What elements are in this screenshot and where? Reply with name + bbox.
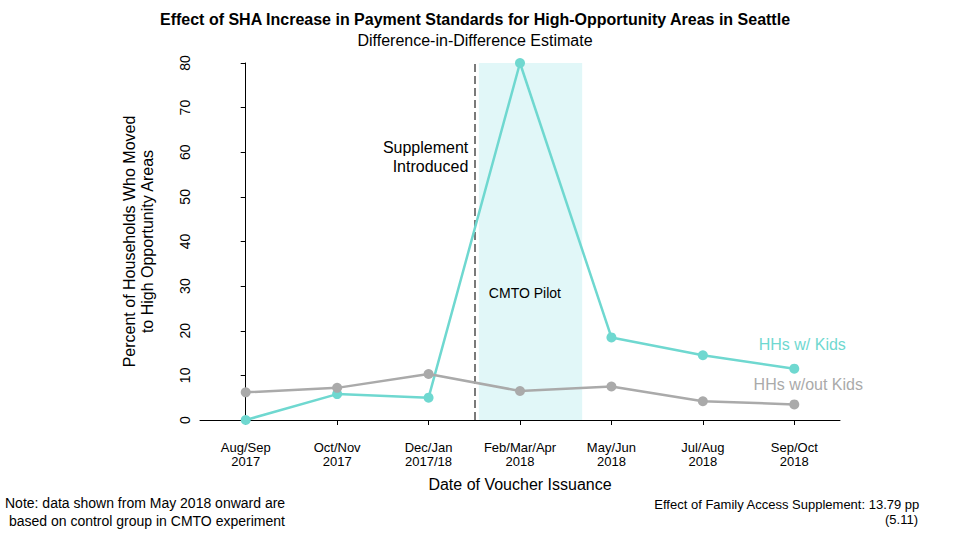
- svg-text:2017/18: 2017/18: [405, 454, 452, 469]
- svg-text:Effect of Family Access Supple: Effect of Family Access Supplement: 13.7…: [654, 497, 919, 512]
- svg-text:2018: 2018: [688, 454, 717, 469]
- svg-text:Effect of SHA Increase in Paym: Effect of SHA Increase in Payment Standa…: [160, 11, 790, 28]
- svg-text:to High Opportunity Areas: to High Opportunity Areas: [139, 150, 156, 333]
- svg-text:Aug/Sep: Aug/Sep: [221, 440, 271, 455]
- svg-text:10: 10: [177, 367, 193, 383]
- svg-text:Dec/Jan: Dec/Jan: [405, 440, 453, 455]
- svg-text:CMTO Pilot: CMTO Pilot: [489, 285, 561, 301]
- svg-text:Date of Voucher Issuance: Date of Voucher Issuance: [428, 476, 611, 493]
- svg-text:Sep/Oct: Sep/Oct: [771, 440, 818, 455]
- svg-text:Introduced: Introduced: [393, 158, 469, 175]
- svg-text:30: 30: [177, 278, 193, 294]
- svg-text:Note: data shown from May 2018: Note: data shown from May 2018 onward ar…: [5, 495, 285, 511]
- svg-text:May/Jun: May/Jun: [587, 440, 636, 455]
- svg-text:(5.11): (5.11): [885, 512, 918, 527]
- svg-text:50: 50: [177, 189, 193, 205]
- svg-text:Percent of Households Who Move: Percent of Households Who Moved: [121, 116, 138, 368]
- svg-text:2018: 2018: [506, 454, 535, 469]
- svg-text:2018: 2018: [780, 454, 809, 469]
- svg-text:0: 0: [177, 416, 193, 424]
- svg-text:2018: 2018: [597, 454, 626, 469]
- svg-text:80: 80: [177, 55, 193, 71]
- svg-text:Difference-in-Difference Estim: Difference-in-Difference Estimate: [357, 32, 592, 49]
- svg-text:Feb/Mar/Apr: Feb/Mar/Apr: [484, 440, 557, 455]
- svg-text:Oct/Nov: Oct/Nov: [314, 440, 361, 455]
- svg-text:Supplement: Supplement: [383, 139, 469, 156]
- svg-text:HHs w/out Kids: HHs w/out Kids: [754, 376, 863, 393]
- svg-text:20: 20: [177, 323, 193, 339]
- svg-text:based on control group in CMTO: based on control group in CMTO experimen…: [5, 513, 285, 529]
- svg-text:70: 70: [177, 100, 193, 116]
- svg-text:HHs w/ Kids: HHs w/ Kids: [759, 336, 846, 353]
- svg-text:Jul/Aug: Jul/Aug: [681, 440, 724, 455]
- svg-text:2017: 2017: [323, 454, 352, 469]
- svg-text:60: 60: [177, 144, 193, 160]
- svg-text:2017: 2017: [231, 454, 260, 469]
- svg-text:40: 40: [177, 234, 193, 250]
